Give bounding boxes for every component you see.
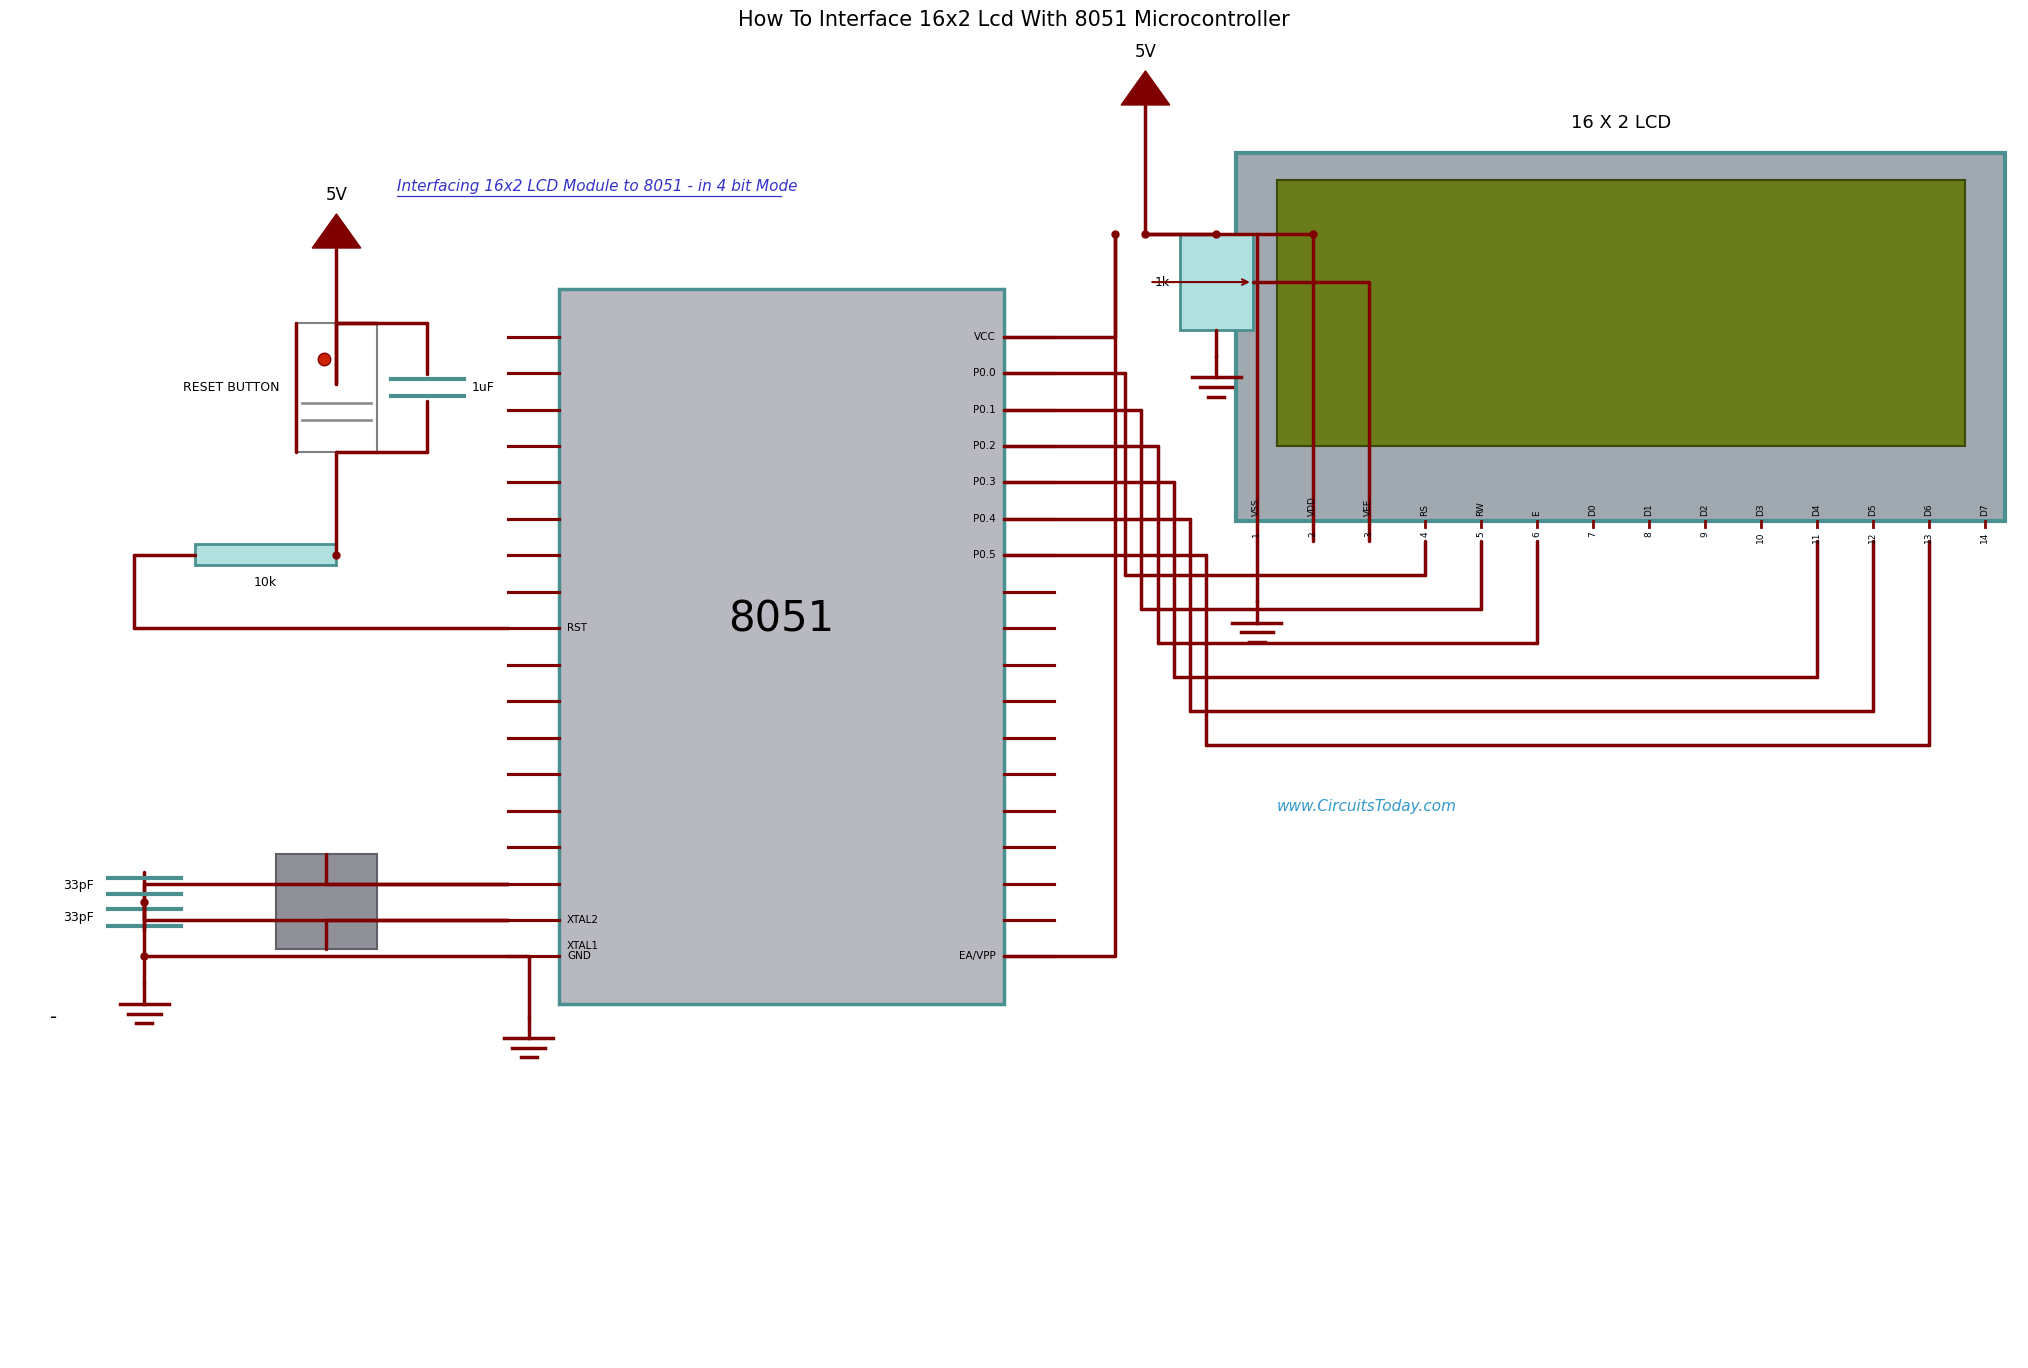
Text: -: - <box>51 1008 57 1027</box>
Text: P0.2: P0.2 <box>973 440 996 451</box>
Bar <box>296 323 377 453</box>
Text: How To Interface 16x2 Lcd With 8051 Microcontroller: How To Interface 16x2 Lcd With 8051 Micr… <box>738 10 1290 30</box>
Text: VCC: VCC <box>973 331 996 342</box>
Text: RW: RW <box>1476 502 1484 516</box>
Text: VEE: VEE <box>1365 499 1373 516</box>
Text: P0.3: P0.3 <box>973 477 996 487</box>
Text: 5: 5 <box>1476 531 1484 538</box>
Text: P0.1: P0.1 <box>973 405 996 415</box>
Bar <box>1180 234 1253 330</box>
Text: 14: 14 <box>1979 531 1989 543</box>
Text: 3: 3 <box>1365 531 1373 538</box>
Text: P0.0: P0.0 <box>973 368 996 378</box>
Polygon shape <box>1121 71 1170 105</box>
Text: 13: 13 <box>1925 531 1933 543</box>
Text: 7: 7 <box>1588 531 1598 538</box>
Text: 1: 1 <box>1251 531 1261 538</box>
Text: D6: D6 <box>1925 503 1933 516</box>
Polygon shape <box>312 213 361 248</box>
Bar <box>195 544 337 565</box>
Text: D4: D4 <box>1813 503 1821 516</box>
Text: 5V: 5V <box>1134 44 1156 62</box>
Text: RST: RST <box>568 624 586 633</box>
Text: 33pF: 33pF <box>63 880 93 892</box>
Text: 11: 11 <box>1813 531 1821 543</box>
Text: 16 X 2 LCD: 16 X 2 LCD <box>1570 114 1671 133</box>
Text: D2: D2 <box>1699 503 1710 516</box>
Text: 4: 4 <box>1420 531 1430 538</box>
Bar <box>560 289 1004 1004</box>
Text: 10: 10 <box>1756 531 1764 543</box>
Text: D7: D7 <box>1979 503 1989 516</box>
Text: 33pF: 33pF <box>63 911 93 925</box>
Text: P0.5: P0.5 <box>973 550 996 561</box>
Text: 12: 12 <box>1868 531 1878 543</box>
Text: E: E <box>1533 510 1541 516</box>
Text: 9: 9 <box>1699 531 1710 538</box>
Text: D5: D5 <box>1868 503 1878 516</box>
Text: 5V: 5V <box>327 186 347 204</box>
Text: 6: 6 <box>1533 531 1541 538</box>
Text: 2: 2 <box>1308 531 1318 538</box>
Text: RESET BUTTON: RESET BUTTON <box>183 382 280 394</box>
Text: 10k: 10k <box>254 576 278 588</box>
Text: D3: D3 <box>1756 503 1764 516</box>
Text: Interfacing 16x2 LCD Module to 8051 - in 4 bit Mode: Interfacing 16x2 LCD Module to 8051 - in… <box>397 179 797 194</box>
Text: www.CircuitsToday.com: www.CircuitsToday.com <box>1278 799 1456 814</box>
Text: 8: 8 <box>1645 531 1653 538</box>
Text: 8051: 8051 <box>728 598 834 640</box>
Text: XTAL1: XTAL1 <box>568 941 598 951</box>
Bar <box>1237 153 2006 520</box>
Text: EA/VPP: EA/VPP <box>959 952 996 962</box>
Bar <box>276 854 377 949</box>
Bar <box>1278 181 1965 446</box>
Text: D0: D0 <box>1588 503 1598 516</box>
Text: 1k: 1k <box>1154 275 1170 289</box>
Text: VSS: VSS <box>1251 499 1261 516</box>
Text: 1uF: 1uF <box>473 382 495 394</box>
Text: RS: RS <box>1420 505 1430 516</box>
Text: D1: D1 <box>1645 503 1653 516</box>
Text: GND: GND <box>568 952 590 962</box>
Text: XTAL2: XTAL2 <box>568 915 598 925</box>
Text: P0.4: P0.4 <box>973 514 996 524</box>
Text: VDD: VDD <box>1308 497 1318 516</box>
